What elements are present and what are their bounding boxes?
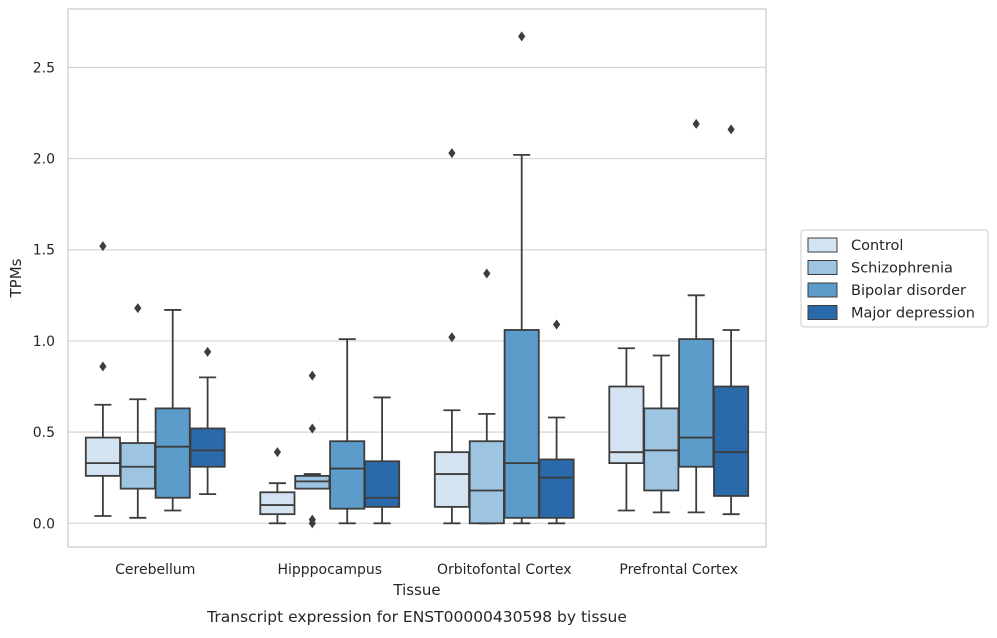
outlier-point — [308, 423, 316, 434]
x-axis-label: Tissue — [392, 581, 440, 599]
x-ticks: Cerebellum Hipppocampus Orbitofontal Corte… — [115, 562, 738, 578]
box-control — [259, 447, 296, 525]
box-bipolar-disorder — [329, 338, 366, 525]
box-major-depression — [364, 396, 401, 525]
legend-swatch — [807, 260, 838, 275]
y-tick-label: 2.0 — [33, 152, 55, 168]
box-bipolar-disorder — [503, 31, 540, 525]
box-body — [678, 338, 715, 468]
outlier-point — [308, 514, 316, 525]
box-body — [189, 427, 226, 468]
outlier-point — [99, 361, 107, 372]
box-body — [433, 451, 470, 508]
legend-label: Bipolar disorder — [851, 283, 966, 299]
box-bipolar-disorder — [154, 309, 191, 512]
box-body — [84, 436, 121, 477]
outlier-point — [448, 148, 456, 159]
box-schizophrenia — [119, 303, 156, 519]
x-tick-label: Cerebellum — [115, 562, 195, 578]
legend-label: Schizophrenia — [851, 261, 953, 277]
outlier-point — [553, 319, 561, 330]
box-body — [503, 329, 540, 519]
box-major-depression — [189, 346, 226, 496]
box-body — [364, 460, 401, 508]
box-body — [294, 474, 331, 490]
legend: Control Schizophrenia Bipolar disorder Majo… — [800, 229, 989, 328]
y-tick-label: 0.5 — [33, 425, 55, 441]
box-control — [433, 148, 470, 525]
box-bipolar-disorder — [678, 118, 715, 514]
outlier-point — [134, 303, 142, 314]
box-body — [538, 458, 575, 519]
box-control — [84, 241, 121, 517]
y-tick-label: 1.5 — [33, 243, 55, 259]
outlier-point — [692, 118, 700, 129]
outlier-point — [204, 346, 212, 357]
outlier-point — [448, 332, 456, 343]
box-schizophrenia — [468, 268, 505, 525]
box-body — [259, 491, 296, 516]
legend-label: Control — [851, 238, 903, 254]
outlier-point — [308, 370, 316, 381]
y-tick-label: 0.0 — [33, 516, 55, 532]
legend-frame — [800, 229, 989, 328]
box-body — [643, 407, 680, 492]
x-tick-label: Orbitofontal Cortex — [437, 562, 572, 578]
plot-area-frame — [67, 8, 767, 548]
legend-swatch — [807, 237, 838, 253]
y-tick-label: 2.5 — [33, 60, 55, 76]
y-tick-label: 1.0 — [33, 334, 55, 350]
outlier-point — [727, 124, 735, 135]
box-body — [329, 440, 366, 510]
box-control — [608, 347, 645, 512]
chart-title: Transcript expression for ENST0000043059… — [206, 608, 627, 626]
x-tick-label: Prefrontal Cortex — [619, 562, 738, 578]
y-ticks: 0.0 0.5 1.0 1.5 2.0 2.5 — [33, 60, 55, 532]
legend-swatch — [807, 282, 838, 298]
boxes — [84, 31, 750, 529]
box-schizophrenia — [294, 370, 331, 529]
box-major-depression — [713, 124, 750, 516]
legend-swatch — [807, 305, 838, 320]
outlier-point — [273, 447, 281, 458]
box-body — [713, 385, 750, 497]
box-body — [154, 407, 191, 499]
legend-label: Major depression — [851, 306, 975, 322]
box-body — [119, 442, 156, 490]
outlier-point — [99, 241, 107, 252]
box-body — [468, 440, 505, 525]
outlier-point — [483, 268, 491, 279]
box-major-depression — [538, 319, 575, 525]
box-schizophrenia — [643, 354, 680, 514]
x-tick-label: Hipppocampus — [277, 562, 382, 578]
outlier-point — [518, 31, 526, 42]
y-axis-label: TPMs — [7, 258, 25, 298]
